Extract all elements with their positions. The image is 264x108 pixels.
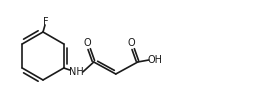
Text: NH: NH (69, 67, 84, 77)
Text: O: O (84, 38, 92, 48)
Text: F: F (43, 17, 49, 27)
Text: OH: OH (147, 55, 162, 65)
Text: O: O (128, 38, 136, 48)
